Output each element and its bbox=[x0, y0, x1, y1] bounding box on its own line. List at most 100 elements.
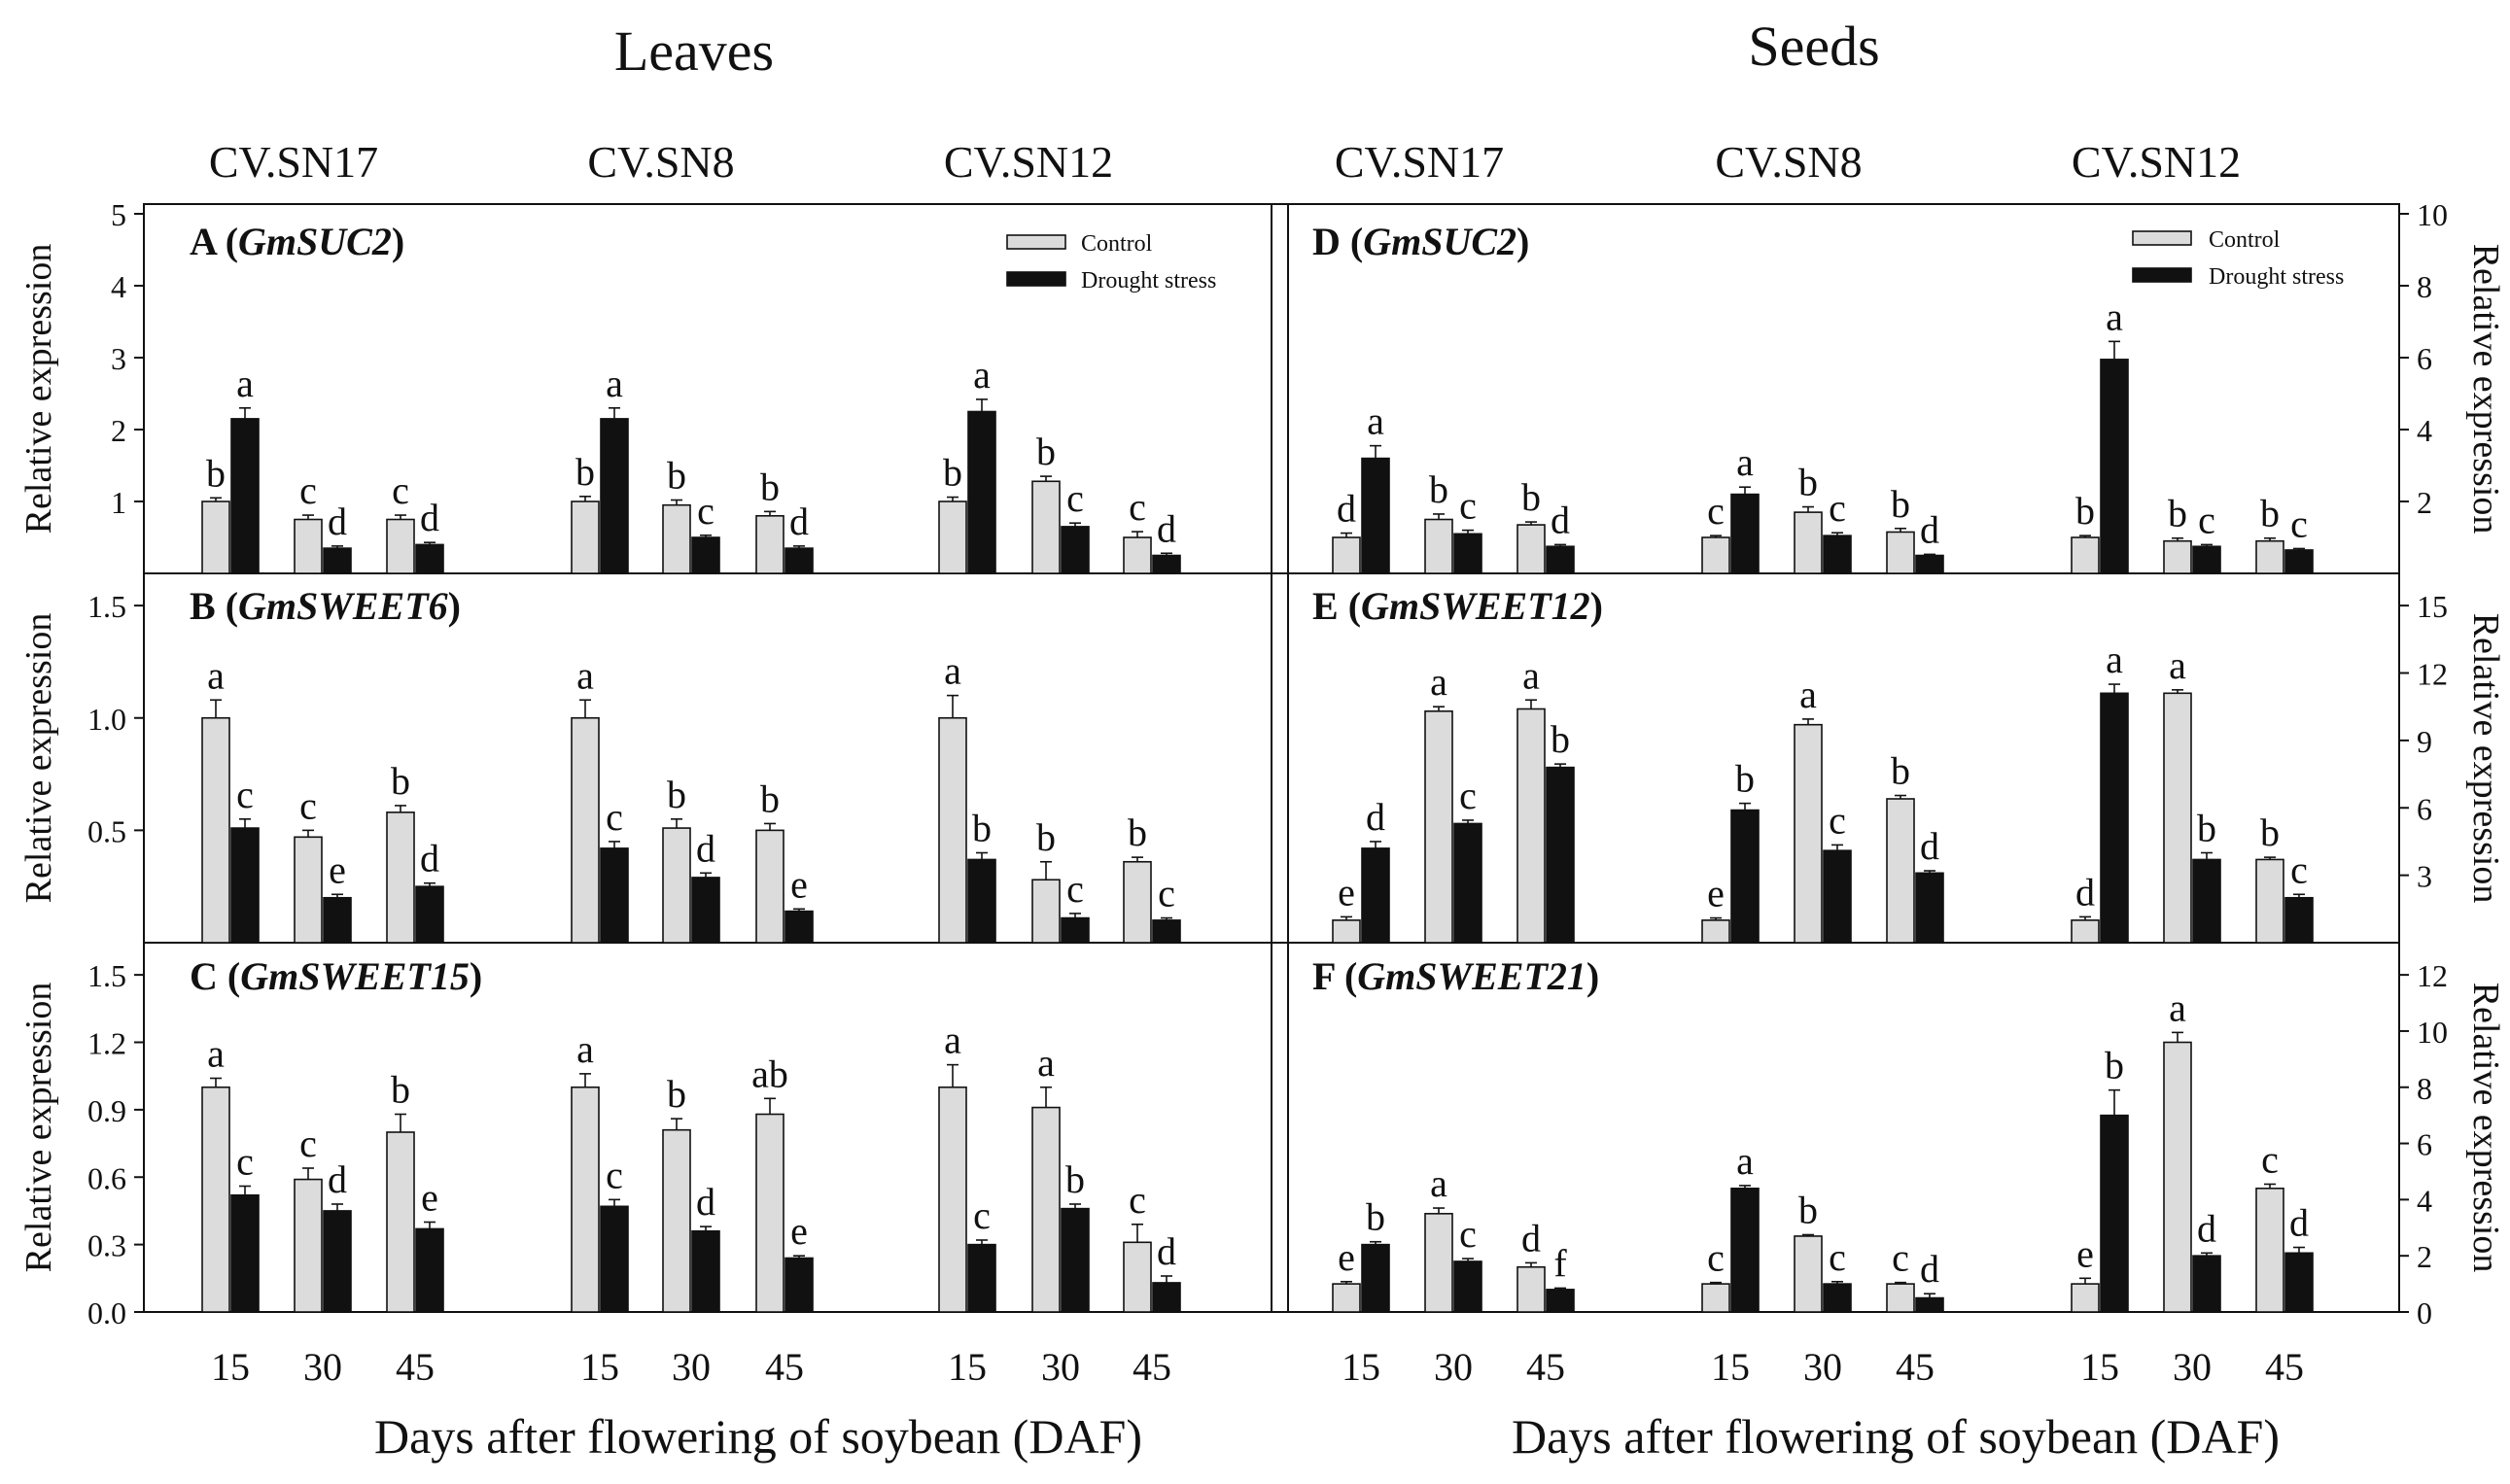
sig-letter-control-b: b bbox=[391, 759, 410, 803]
bar-drought-f bbox=[2100, 1114, 2129, 1313]
bar-control-b bbox=[662, 827, 691, 944]
sig-letter-control-b: a bbox=[944, 649, 961, 693]
bar-control-f bbox=[1701, 1283, 1730, 1313]
sig-letter-drought-e: b bbox=[1551, 717, 1570, 761]
sig-letter-control-f: a bbox=[1430, 1161, 1447, 1205]
y-axis-label-f: Relative expression bbox=[2465, 983, 2506, 1273]
bar-drought-e bbox=[2192, 858, 2221, 944]
sig-letter-drought-e: c bbox=[1829, 798, 1846, 842]
panel-title-c: C (GmSWEET15) bbox=[190, 954, 482, 998]
cultivar-label-seeds-sn12: CV.SN12 bbox=[2072, 137, 2241, 187]
sig-letter-drought-c: e bbox=[421, 1176, 438, 1220]
sig-letter-drought-f: a bbox=[1736, 1139, 1754, 1183]
panel-letter-a: A bbox=[190, 220, 218, 263]
bar-drought-d bbox=[2284, 549, 2314, 574]
bar-control-a bbox=[386, 518, 415, 574]
sig-letter-control-e: a bbox=[1799, 673, 1817, 716]
sig-letter-control-d: b bbox=[1798, 461, 1818, 504]
sig-letter-control-d: d bbox=[1337, 487, 1356, 531]
sig-letter-drought-e: d bbox=[1366, 795, 1385, 839]
bar-drought-b bbox=[1061, 916, 1090, 944]
sig-letter-drought-a: a bbox=[236, 362, 254, 405]
cultivar-label-seeds-sn17: CV.SN17 bbox=[1335, 137, 1504, 187]
bar-control-e bbox=[1332, 919, 1361, 944]
bar-drought-c bbox=[323, 1210, 352, 1313]
bar-control-d bbox=[1794, 511, 1823, 574]
sig-letter-control-d: b bbox=[1429, 467, 1448, 511]
sig-letter-drought-d: a bbox=[2106, 294, 2123, 338]
bar-control-e bbox=[2163, 692, 2192, 944]
legend-swatch-drought bbox=[1006, 271, 1066, 287]
bar-control-e bbox=[1424, 710, 1453, 944]
x-tick-label-leaves: 45 bbox=[1133, 1345, 1171, 1389]
sig-letter-drought-c: b bbox=[1065, 1157, 1085, 1201]
sig-letter-drought-a: a bbox=[973, 353, 991, 397]
sig-letter-drought-f: d bbox=[1920, 1247, 1939, 1291]
sig-letter-drought-b: d bbox=[696, 826, 715, 870]
bar-control-b bbox=[571, 716, 600, 944]
sig-letter-drought-a: d bbox=[1157, 506, 1176, 550]
bar-control-a bbox=[755, 514, 784, 574]
sig-letter-drought-f: d bbox=[2197, 1206, 2216, 1250]
bar-drought-f bbox=[1546, 1289, 1575, 1313]
bar-drought-a bbox=[784, 547, 814, 574]
cultivar-label-leaves-sn12: CV.SN12 bbox=[944, 137, 1113, 187]
sig-letter-control-e: b bbox=[1891, 749, 1910, 793]
bar-drought-a bbox=[967, 410, 996, 574]
y-tick-label-a: 2 bbox=[111, 413, 126, 448]
legend-label-control: Control bbox=[1081, 231, 1153, 257]
bar-drought-b bbox=[323, 896, 352, 944]
x-tick-label-leaves: 45 bbox=[396, 1345, 435, 1389]
x-tick-label-leaves: 15 bbox=[580, 1345, 619, 1389]
panel-letter-e: E bbox=[1312, 584, 1339, 628]
y-tick-label-d: 4 bbox=[2417, 413, 2432, 448]
sig-letter-drought-a: d bbox=[789, 500, 809, 543]
sig-letter-drought-e: b bbox=[2197, 807, 2216, 850]
gene-name-f: GmSWEET21 bbox=[1357, 954, 1586, 998]
bar-drought-d bbox=[1730, 493, 1760, 574]
y-tick-label-c: 1.5 bbox=[87, 958, 126, 993]
bar-control-e bbox=[1516, 707, 1546, 944]
y-tick-label-f: 0 bbox=[2417, 1295, 2432, 1330]
bar-drought-a bbox=[323, 547, 352, 574]
sig-letter-drought-b: b bbox=[972, 807, 992, 850]
bar-control-d bbox=[1886, 531, 1915, 574]
cultivar-label-leaves-sn8: CV.SN8 bbox=[587, 137, 734, 187]
panel-letter-d: D bbox=[1312, 220, 1341, 263]
y-axis-label-c: Relative expression bbox=[18, 983, 59, 1273]
x-axis-title-seeds: Days after flowering of soybean (DAF) bbox=[1512, 1409, 2280, 1464]
bar-control-b bbox=[1123, 860, 1152, 944]
sig-letter-drought-b: e bbox=[329, 847, 346, 891]
sig-letter-drought-f: d bbox=[2289, 1201, 2309, 1245]
bar-drought-d bbox=[2192, 545, 2221, 574]
bar-drought-f bbox=[2284, 1252, 2314, 1313]
x-tick-label-leaves: 30 bbox=[303, 1345, 342, 1389]
sig-letter-control-f: c bbox=[2261, 1137, 2279, 1181]
sig-letter-control-f: c bbox=[1707, 1236, 1725, 1280]
y-axis-label-d: Relative expression bbox=[2465, 244, 2506, 535]
bar-drought-c bbox=[415, 1227, 444, 1313]
sig-letter-drought-c: e bbox=[790, 1209, 808, 1253]
sig-letter-control-a: c bbox=[1129, 485, 1146, 529]
panel-title-d: D (GmSUC2) bbox=[1312, 220, 1529, 263]
bar-drought-a bbox=[1152, 554, 1181, 574]
y-tick-label-a: 4 bbox=[111, 269, 126, 304]
sig-letter-control-a: b bbox=[1036, 430, 1056, 473]
panel-title-a: A (GmSUC2) bbox=[190, 220, 404, 263]
y-axis-label-b: Relative expression bbox=[18, 613, 59, 904]
sig-letter-drought-a: c bbox=[697, 489, 715, 533]
bar-control-a bbox=[1123, 536, 1152, 574]
bar-control-d bbox=[1516, 524, 1546, 574]
bar-control-f bbox=[1516, 1265, 1546, 1313]
bar-drought-c bbox=[967, 1243, 996, 1313]
sig-letter-control-a: b bbox=[760, 465, 780, 508]
bar-drought-b bbox=[1152, 919, 1181, 944]
sig-letter-control-e: a bbox=[1430, 660, 1447, 704]
sig-letter-control-c: a bbox=[576, 1027, 594, 1071]
bar-drought-f bbox=[2192, 1255, 2221, 1313]
y-tick-label-b: 0.5 bbox=[87, 813, 126, 848]
gene-name-c: GmSWEET15 bbox=[240, 954, 470, 998]
bar-drought-e bbox=[2100, 692, 2129, 944]
bar-drought-d bbox=[2100, 359, 2129, 574]
